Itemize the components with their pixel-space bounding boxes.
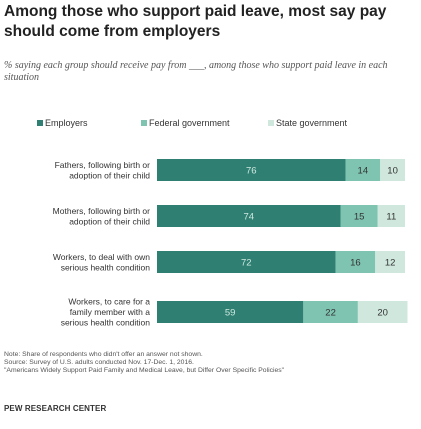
bar-segment-employers bbox=[157, 301, 304, 323]
legend-label-state: State government bbox=[276, 118, 348, 128]
chart-subtitle: % saying each group should receive pay f… bbox=[4, 60, 388, 83]
data-label-state: 12 bbox=[385, 258, 396, 269]
brand-logo: PEW RESEARCH CENTER bbox=[4, 404, 107, 413]
category-label: Workers, to care for a family member with… bbox=[61, 297, 151, 328]
bar-segment-employers bbox=[157, 205, 341, 227]
data-label-federal: 16 bbox=[350, 258, 361, 269]
data-label-employers: 76 bbox=[246, 166, 257, 177]
bar-segment-state bbox=[377, 205, 405, 227]
category-label: Fathers, following birth or adoption of t… bbox=[55, 160, 151, 181]
footer-report: "Americans Widely Support Paid Family an… bbox=[4, 367, 285, 375]
bar-segment-state bbox=[375, 251, 405, 273]
data-label-federal: 14 bbox=[358, 166, 369, 177]
bar-segment-state bbox=[380, 159, 405, 181]
bar-segment-employers bbox=[157, 251, 336, 273]
legend-swatch-state bbox=[268, 120, 274, 126]
footer-source: Source: Survey of U.S. adults conducted … bbox=[4, 359, 194, 367]
bar-segment-federal bbox=[340, 205, 378, 227]
data-label-state: 10 bbox=[387, 166, 398, 177]
chart-title: Among those who support paid leave, most… bbox=[4, 3, 387, 40]
data-label-employers: 59 bbox=[225, 308, 236, 319]
bar-segment-federal bbox=[345, 159, 381, 181]
chart-footer: Note: Share of respondents who didn't of… bbox=[4, 351, 420, 376]
stacked-bar-chart: Fathers, following birth or adoption of t… bbox=[53, 159, 408, 328]
legend-label-employers: Employers bbox=[45, 118, 88, 128]
bar-segment-federal bbox=[335, 251, 376, 273]
legend: Employers Federal government State gover… bbox=[0, 118, 421, 134]
data-label-state: 20 bbox=[377, 308, 388, 319]
data-label-employers: 72 bbox=[241, 258, 252, 269]
bar-segment-state bbox=[357, 301, 408, 323]
data-label-federal: 22 bbox=[325, 308, 336, 319]
data-label-state: 11 bbox=[386, 212, 396, 223]
category-label: Mothers, following birth or adoption of t… bbox=[53, 206, 151, 227]
legend-swatch-employers bbox=[37, 120, 43, 126]
legend-item-federal: Federal government bbox=[141, 118, 230, 128]
bar-segment-employers bbox=[157, 159, 346, 181]
category-label: Workers, to deal with own serious health … bbox=[53, 252, 150, 273]
data-label-federal: 15 bbox=[354, 212, 365, 223]
legend-swatch-federal bbox=[141, 120, 147, 126]
legend-item-employers: Employers bbox=[37, 118, 88, 128]
legend-label-federal: Federal government bbox=[149, 118, 230, 128]
data-label-employers: 74 bbox=[243, 212, 254, 223]
legend-item-state: State government bbox=[268, 118, 347, 128]
bar-segment-federal bbox=[303, 301, 358, 323]
footer-note: Note: Share of respondents who didn't of… bbox=[4, 351, 203, 358]
